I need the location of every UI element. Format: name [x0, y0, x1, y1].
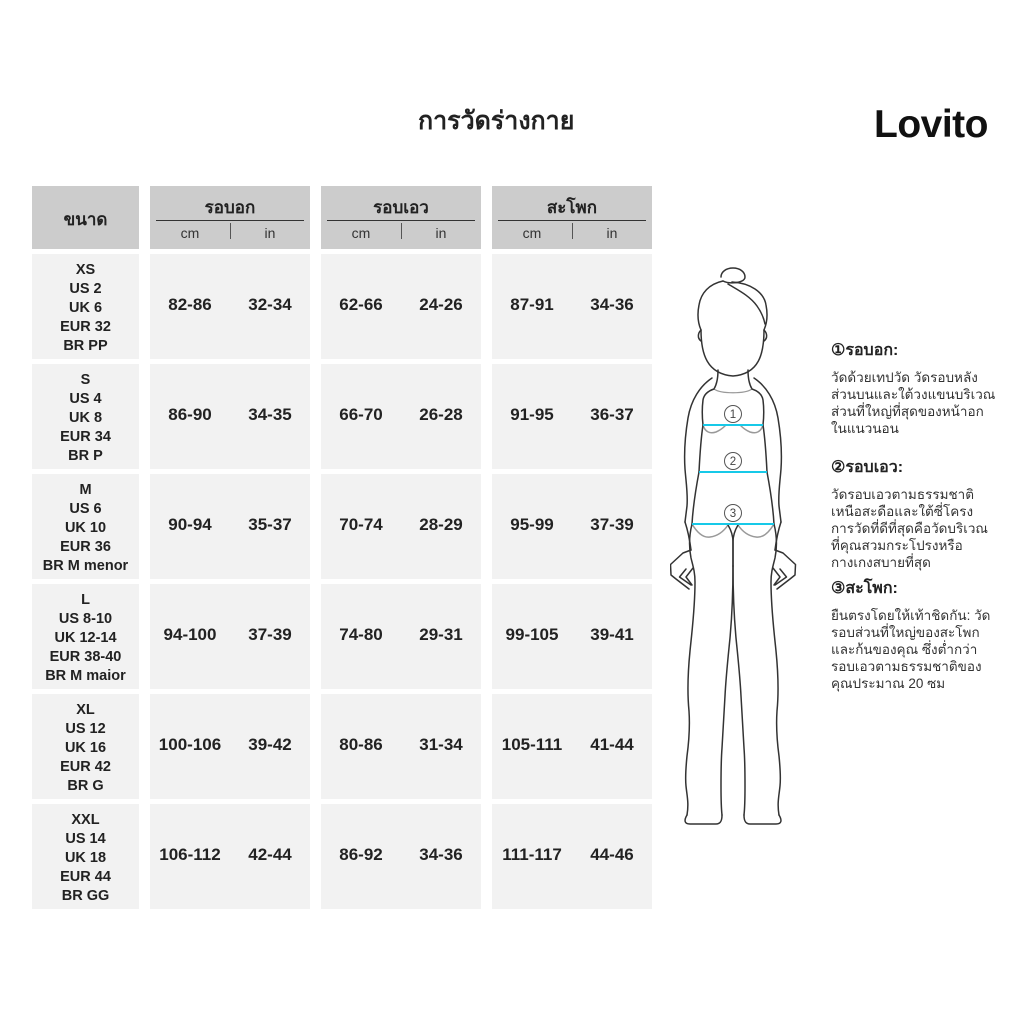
svg-text:3: 3 — [730, 508, 736, 520]
svg-text:2: 2 — [730, 456, 736, 468]
svg-text:1: 1 — [730, 409, 736, 421]
